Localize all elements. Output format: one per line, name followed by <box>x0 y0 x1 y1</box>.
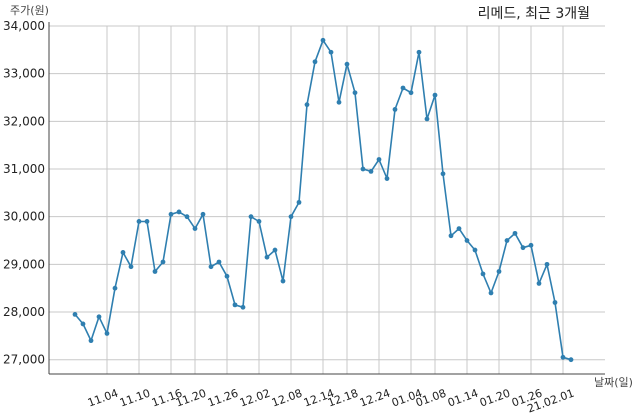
data-point <box>504 238 510 243</box>
y-tick-label: 32,000 <box>3 114 45 128</box>
data-point <box>352 90 358 96</box>
y-tick-label: 27,000 <box>3 353 45 367</box>
data-point <box>424 116 430 122</box>
data-point <box>560 354 566 360</box>
y-tick-label: 31,000 <box>3 162 45 176</box>
data-point <box>528 242 534 248</box>
y-tick-label: 33,000 <box>3 67 45 81</box>
data-point <box>408 90 414 96</box>
data-point <box>128 264 134 270</box>
y-tick-label: 34,000 <box>3 19 45 33</box>
data-point <box>160 259 166 265</box>
data-point <box>320 37 326 43</box>
data-point <box>568 357 574 363</box>
x-axis-label: 날짜(일) <box>594 375 633 389</box>
y-axis-label: 주가(원) <box>10 4 49 17</box>
data-point <box>488 290 494 296</box>
x-tick-label: 11.04 <box>86 387 120 410</box>
data-point <box>240 304 246 310</box>
data-point <box>520 245 526 251</box>
data-point <box>96 314 102 320</box>
data-point <box>72 312 78 317</box>
data-point <box>496 269 502 274</box>
data-point <box>144 219 150 224</box>
y-tick-label: 29,000 <box>3 257 45 271</box>
data-point <box>104 331 110 336</box>
data-point <box>112 285 118 291</box>
data-point <box>200 211 206 217</box>
x-tick-label: 12.08 <box>270 387 304 410</box>
data-point <box>80 321 86 327</box>
data-point <box>296 199 302 205</box>
x-tick-label: 01.14 <box>446 387 480 410</box>
data-point <box>328 49 334 55</box>
data-point <box>432 92 438 98</box>
x-tick-label: 01.20 <box>478 387 512 410</box>
data-point <box>448 233 454 239</box>
data-point <box>176 209 182 215</box>
data-point <box>88 338 94 344</box>
data-point <box>472 247 478 253</box>
data-point <box>208 264 214 270</box>
y-tick-label: 30,000 <box>3 210 45 224</box>
data-point <box>456 226 462 232</box>
x-tick-label: 11.10 <box>118 387 152 410</box>
data-point <box>272 247 278 253</box>
data-point <box>136 219 142 224</box>
data-point <box>392 107 398 112</box>
data-point <box>384 176 390 181</box>
data-point <box>256 219 262 224</box>
data-point <box>480 271 486 277</box>
data-point <box>304 102 310 108</box>
data-point <box>544 261 550 267</box>
data-point <box>376 157 382 162</box>
axis-layer <box>48 22 605 375</box>
data-point <box>184 214 190 220</box>
x-tick-label: 12.02 <box>238 387 272 410</box>
data-point <box>280 278 286 284</box>
data-point <box>416 49 422 55</box>
data-point <box>288 214 294 220</box>
data-point <box>224 273 230 279</box>
data-point <box>232 302 238 308</box>
data-point <box>336 99 342 105</box>
x-tick-labels: 11.0411.1011.1611.2011.2612.0212.0812.14… <box>86 387 576 416</box>
data-point <box>360 166 366 172</box>
data-point <box>168 211 174 217</box>
data-point <box>440 171 446 177</box>
data-point <box>512 230 518 236</box>
x-tick-label: 12.24 <box>358 387 392 410</box>
data-point <box>536 281 542 286</box>
data-point <box>312 59 318 65</box>
data-point <box>368 168 374 174</box>
data-point <box>264 254 270 260</box>
data-point <box>400 85 406 91</box>
data-point <box>216 259 222 265</box>
data-point <box>248 214 254 220</box>
data-point <box>552 300 558 305</box>
data-point <box>464 238 470 243</box>
data-point <box>120 250 126 255</box>
y-tick-labels: 27,000 28,000 29,000 30,000 31,000 32,000 33,0… <box>3 19 45 367</box>
grid-layer <box>49 25 605 374</box>
data-point <box>192 226 198 232</box>
x-tick-label: 11.26 <box>206 387 240 410</box>
data-point <box>344 61 350 67</box>
data-point <box>152 269 158 274</box>
y-tick-label: 28,000 <box>3 305 45 319</box>
chart-title: 리메드, 최근 3개월 <box>478 6 590 22</box>
series-layer <box>72 37 574 363</box>
